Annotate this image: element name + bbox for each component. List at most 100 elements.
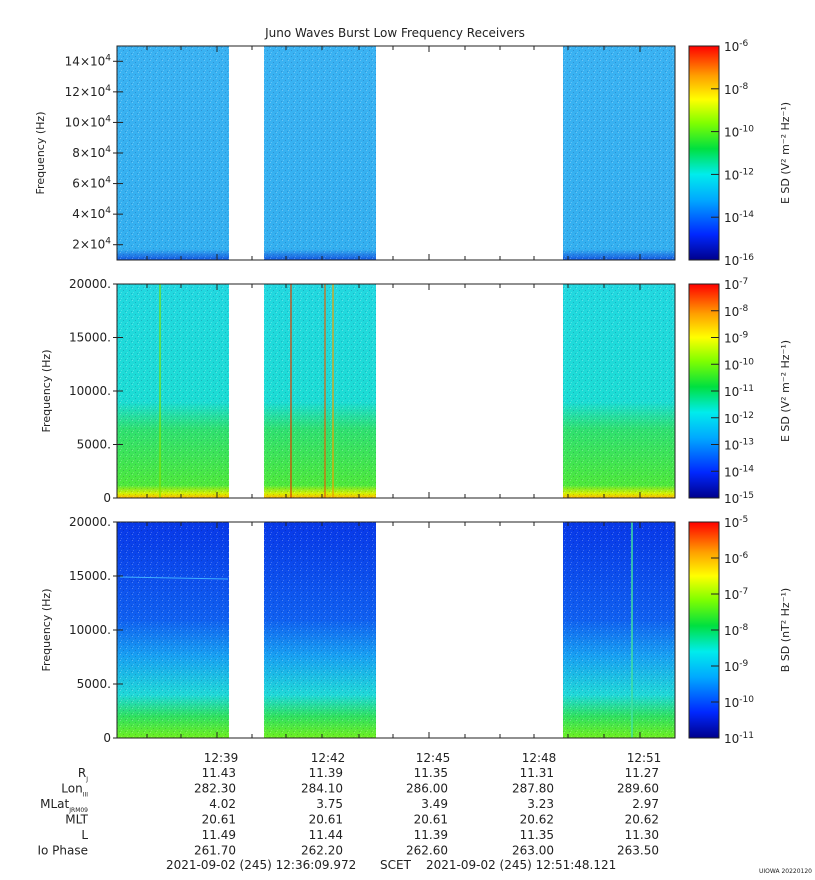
panel-1-ylabel: Frequency (Hz) — [34, 112, 47, 195]
ephemeris-value: 11.35 — [520, 828, 554, 842]
panel-1-colorbar-tick-label: 10-10 — [724, 125, 754, 140]
ephemeris-value: 4.02 — [209, 797, 236, 811]
panel-2-colorbar-tick-label: 10-9 — [724, 331, 749, 346]
panel-3-colorbar-tick-label: 10-7 — [724, 587, 748, 602]
panel-1-ytick-label: 14×104 — [65, 53, 112, 68]
figure-title: Juno Waves Burst Low Frequency Receivers — [264, 26, 525, 40]
panel-2: 0 5000. 10000. 15000. 20000. Frequency (Hz) 10… — [40, 277, 792, 506]
ephemeris-value: 289.60 — [617, 782, 659, 796]
ephemeris-value: 262.60 — [406, 844, 448, 858]
panel-3-ytick-label: 15000. — [69, 569, 111, 583]
panel-1-colorbar-tick-label: 10-6 — [724, 39, 749, 54]
panel-1-ytick-label: 6×104 — [72, 176, 111, 191]
panel-2-colorbar-tick-label: 10-8 — [724, 304, 749, 319]
panel-2-ylabel: Frequency (Hz) — [40, 350, 53, 433]
panel-2-colorbar-tick-label: 10-15 — [724, 491, 754, 506]
time-tick-label: 12:42 — [311, 751, 346, 765]
time-tick-label: 12:51 — [627, 751, 662, 765]
ephemeris-value: 3.23 — [527, 797, 554, 811]
ephemeris-value: 20.61 — [414, 813, 448, 827]
panel-3-ytick-label: 10000. — [69, 623, 111, 637]
ephemeris-row-label: LonIII — [61, 782, 88, 799]
panel-1-colorbar-tick-label: 10-12 — [724, 167, 754, 182]
ephemeris-value: 11.43 — [202, 766, 236, 780]
panel-1-colorbar — [689, 46, 719, 260]
panel-1-colorbar-frame — [688, 45, 720, 261]
end-time: 2021-09-02 (245) 12:51:48.121 — [426, 858, 616, 872]
ephemeris-value: 282.30 — [194, 782, 236, 796]
time-tick-label: 12:45 — [416, 751, 451, 765]
ephemeris-value: 3.49 — [421, 797, 448, 811]
panel-3-colorbar-label: B SD (nT² Hz⁻¹) — [779, 588, 792, 672]
panel-3-colorbar-tick-label: 10-5 — [724, 515, 748, 530]
panel-1-colorbar-tick-label: 10-8 — [724, 82, 749, 97]
ephemeris-value: 11.35 — [414, 766, 448, 780]
panel-2-colorbar-tick-label: 10-14 — [724, 464, 754, 479]
panel-3-ytick-label: 0 — [103, 731, 111, 745]
panel-1-colorbar-tick-label: 10-14 — [724, 210, 754, 225]
panel-1-ytick-label: 10×104 — [65, 114, 112, 129]
ephemeris-row-label: RJ — [78, 766, 88, 783]
panel-2-ytick-label: 15000. — [69, 331, 111, 345]
ephemeris-value: 287.80 — [512, 782, 554, 796]
ephemeris-value: 11.44 — [309, 828, 343, 842]
panel-2-colorbar-label: E SD (V² m⁻² Hz⁻¹) — [779, 340, 792, 442]
panel-3-emission-line-2 — [119, 576, 229, 580]
panel-2-ytick-label: 5000. — [77, 438, 111, 452]
panel-3-noise-1 — [117, 522, 229, 738]
ephemeris-value: 20.61 — [309, 813, 343, 827]
panel-3-ytick-label: 5000. — [77, 677, 111, 691]
ephemeris-value: 286.00 — [406, 782, 448, 796]
panel-2-ytick-label: 10000. — [69, 384, 111, 398]
panel-1-ytick-label: 2×104 — [72, 237, 111, 252]
panel-2-noise-1 — [117, 284, 229, 498]
panel-1-colorbar-label: E SD (V² m⁻² Hz⁻¹) — [779, 102, 792, 204]
ephemeris-value: 20.62 — [625, 813, 659, 827]
panel-3-noise-2 — [264, 522, 376, 738]
panel-1-ytick-label: 8×104 — [72, 145, 111, 160]
panel-1-noise-2 — [264, 46, 376, 260]
panel-3-colorbar-tick-label: 10-9 — [724, 659, 749, 674]
panel-1-noise-1 — [117, 46, 229, 260]
panel-2-ytick-label: 20000. — [69, 277, 111, 291]
panel-2-colorbar-tick-label: 10-7 — [724, 277, 748, 292]
ephemeris-row-label: L — [81, 828, 88, 842]
ephemeris-value: 20.61 — [202, 813, 236, 827]
ephemeris-value: 11.49 — [202, 828, 236, 842]
ephemeris-value: 263.00 — [512, 844, 554, 858]
ephemeris-value: 11.31 — [520, 766, 554, 780]
panel-3-colorbar-tick-label: 10-6 — [724, 551, 749, 566]
ephemeris-row-label: Io Phase — [37, 844, 88, 858]
panel-2-colorbar-tick-label: 10-13 — [724, 438, 754, 453]
panel-3: 0 5000. 10000. 15000. 20000. Frequency (Hz) 10… — [40, 515, 792, 746]
ephemeris-value: 3.75 — [316, 797, 343, 811]
start-time: 2021-09-02 (245) 12:36:09.972 — [166, 858, 356, 872]
ephemeris-value: 261.70 — [194, 844, 236, 858]
panel-3-noise-3 — [563, 522, 675, 738]
ephemeris-value: 263.50 — [617, 844, 659, 858]
panel-2-colorbar-tick-label: 10-11 — [724, 384, 754, 399]
scet-label: SCET — [380, 858, 412, 872]
ephemeris-value: 2.97 — [632, 797, 659, 811]
panel-1-colorbar-tick-label: 10-16 — [724, 253, 754, 268]
panel-3-ylabel: Frequency (Hz) — [40, 589, 53, 672]
time-tick-label: 12:48 — [522, 751, 557, 765]
panel-2-ytick-label: 0 — [103, 491, 111, 505]
ephemeris-value: 262.20 — [301, 844, 343, 858]
ephemeris-table: 12:39 12:42 12:45 12:48 12:51 RJ 11.43 11.39 11.… — [37, 751, 661, 858]
ephemeris-value: 284.10 — [301, 782, 343, 796]
ephemeris-value: 11.39 — [309, 766, 343, 780]
time-range-footer: 2021-09-02 (245) 12:36:09.972 SCET 2021-09… — [166, 858, 812, 875]
panel-1: 2×104 4×104 6×104 8×104 10×104 12×104 14×104 Fr… — [34, 39, 792, 268]
panel-1-noise-3 — [563, 46, 675, 260]
panel-2-colorbar-tick-label: 10-12 — [724, 411, 754, 426]
panel-2-noise-3 — [563, 284, 675, 498]
ephemeris-row-label: MLatJRM09 — [40, 797, 88, 814]
ephemeris-value: 11.27 — [625, 766, 659, 780]
panel-3-colorbar-tick-label: 10-10 — [724, 695, 754, 710]
panel-2-colorbar-tick-label: 10-10 — [724, 357, 754, 372]
production-stamp: UIOWA 20220120 — [759, 868, 812, 875]
panel-1-ytick-label: 12×104 — [65, 84, 112, 99]
panel-3-colorbar-tick-label: 10-8 — [724, 623, 749, 638]
